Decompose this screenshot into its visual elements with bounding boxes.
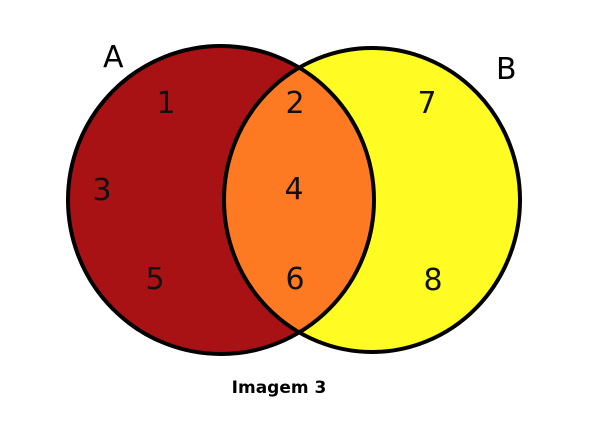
intersection-element: 4 xyxy=(284,172,303,207)
set-a-outline xyxy=(66,44,376,356)
set-b-element: 8 xyxy=(423,263,442,298)
set-b-outline xyxy=(222,46,522,354)
set-a-element: 1 xyxy=(156,86,175,121)
set-a-element: 5 xyxy=(145,262,164,297)
intersection-element: 6 xyxy=(285,262,304,297)
set-a-label: A xyxy=(103,40,124,75)
set-b-label: B xyxy=(496,52,517,87)
figure-caption: Imagem 3 xyxy=(232,378,327,398)
set-a-element: 3 xyxy=(92,173,111,208)
intersection-element: 2 xyxy=(285,86,304,121)
set-b-element: 7 xyxy=(417,86,436,121)
